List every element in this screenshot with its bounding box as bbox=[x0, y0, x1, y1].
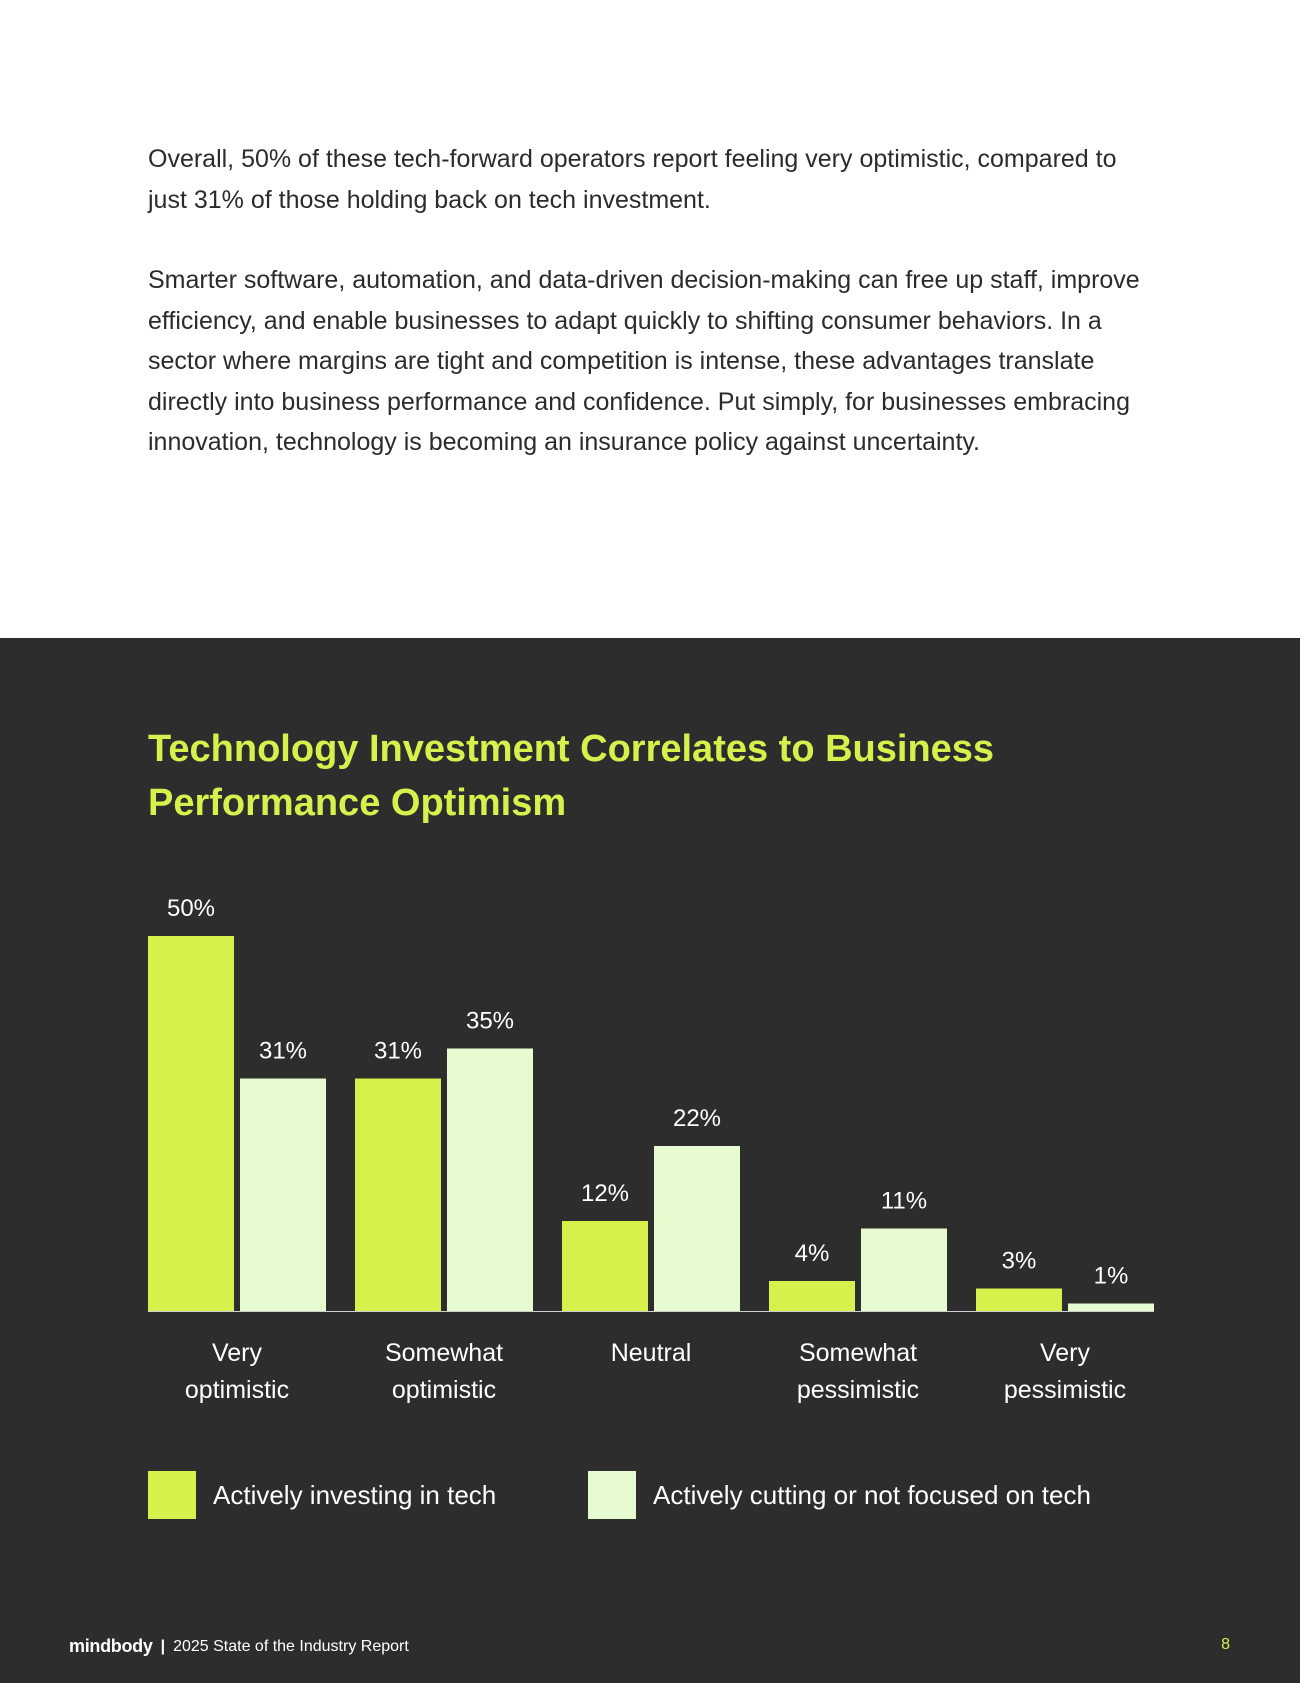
bar-chart: 50% 31% Very optimistic 31% 35% Somewhat optimi… bbox=[148, 895, 1154, 1404]
legend-item-investing: Actively investing in tech bbox=[148, 1471, 496, 1519]
body-paragraph: Smarter software, automation, and data-d… bbox=[148, 266, 1140, 456]
category-label: pessimistic bbox=[797, 1376, 919, 1404]
bar-investing-2 bbox=[562, 1221, 648, 1311]
bar-investing-0 bbox=[148, 936, 234, 1311]
category-label: optimistic bbox=[185, 1376, 289, 1404]
data-label: 12% bbox=[581, 1180, 629, 1207]
category-label: Neutral bbox=[611, 1339, 692, 1367]
footer-separator: | bbox=[160, 1637, 166, 1655]
category-label: pessimistic bbox=[1004, 1376, 1126, 1404]
bar-cutting-3 bbox=[861, 1228, 947, 1311]
bar-investing-1 bbox=[355, 1078, 441, 1311]
chart-title: Technology Investment Correlates to Busi… bbox=[148, 728, 995, 824]
legend-label-investing: Actively investing in tech bbox=[213, 1479, 497, 1510]
legend-swatch-cutting bbox=[588, 1471, 636, 1519]
legend-swatch-investing bbox=[148, 1471, 196, 1519]
bar-cutting-1 bbox=[447, 1048, 533, 1311]
bar-cutting-2 bbox=[654, 1146, 740, 1311]
footer: mindbody | 2025 State of the Industry Re… bbox=[69, 1636, 409, 1657]
bar-cutting-0 bbox=[240, 1078, 326, 1311]
data-label: 1% bbox=[1094, 1263, 1129, 1290]
category-label: Somewhat bbox=[799, 1339, 917, 1367]
data-label: 50% bbox=[167, 895, 215, 922]
page-number: 8 bbox=[1221, 1636, 1230, 1653]
data-label: 3% bbox=[1002, 1248, 1037, 1275]
text-section: Overall, 50% of these tech-forward opera… bbox=[0, 0, 1300, 638]
data-label: 4% bbox=[795, 1240, 830, 1267]
intro-paragraph: Overall, 50% of these tech-forward opera… bbox=[148, 145, 1117, 214]
data-label: 31% bbox=[374, 1038, 422, 1065]
category-label: Very bbox=[212, 1339, 263, 1367]
data-label: 11% bbox=[881, 1188, 927, 1215]
legend-item-cutting: Actively cutting or not focused on tech bbox=[588, 1471, 1091, 1519]
category-label: Somewhat bbox=[385, 1339, 503, 1367]
report-name: 2025 State of the Industry Report bbox=[173, 1637, 409, 1655]
category-label: Very bbox=[1040, 1339, 1091, 1367]
bar-cutting-4 bbox=[1068, 1303, 1154, 1311]
data-label: 35% bbox=[466, 1008, 514, 1035]
brand-logo: mindbody bbox=[69, 1636, 153, 1656]
legend-label-cutting: Actively cutting or not focused on tech bbox=[653, 1479, 1091, 1510]
data-label: 22% bbox=[673, 1105, 721, 1132]
category-label: optimistic bbox=[392, 1376, 496, 1404]
bar-investing-3 bbox=[769, 1281, 855, 1311]
data-label: 31% bbox=[259, 1038, 307, 1065]
bar-investing-4 bbox=[976, 1288, 1062, 1311]
